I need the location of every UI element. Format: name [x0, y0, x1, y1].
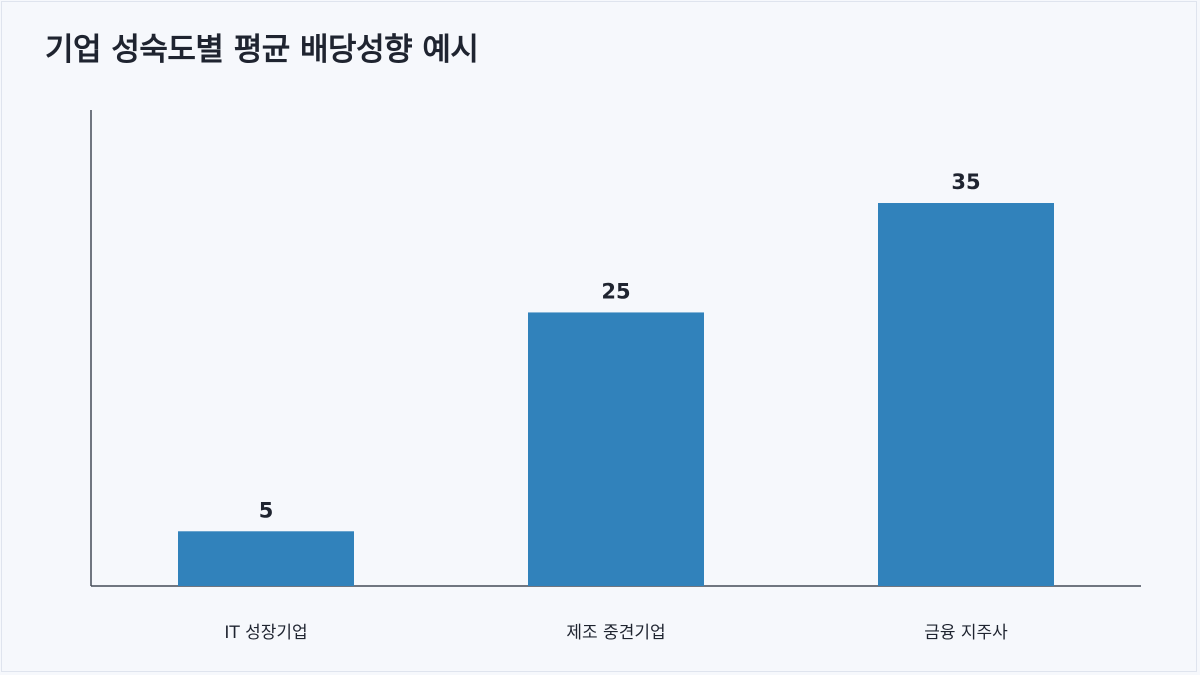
bar [878, 203, 1054, 587]
bar-value-label: 35 [951, 170, 980, 194]
bars-layer: 5 IT 성장기업 25 제조 중견기업 35 금융 지주사 [178, 170, 1054, 643]
bar-value-label: 25 [601, 279, 630, 303]
x-tick-label: 제조 중견기업 [566, 623, 665, 643]
x-tick-label: 금융 지주사 [924, 623, 1008, 643]
bar-value-label: 5 [259, 498, 274, 522]
chart-title: 기업 성숙도별 평균 배당성향 예시 [45, 32, 479, 68]
bar [528, 312, 704, 586]
x-tick-label: IT 성장기업 [224, 623, 307, 643]
bar [178, 531, 354, 586]
